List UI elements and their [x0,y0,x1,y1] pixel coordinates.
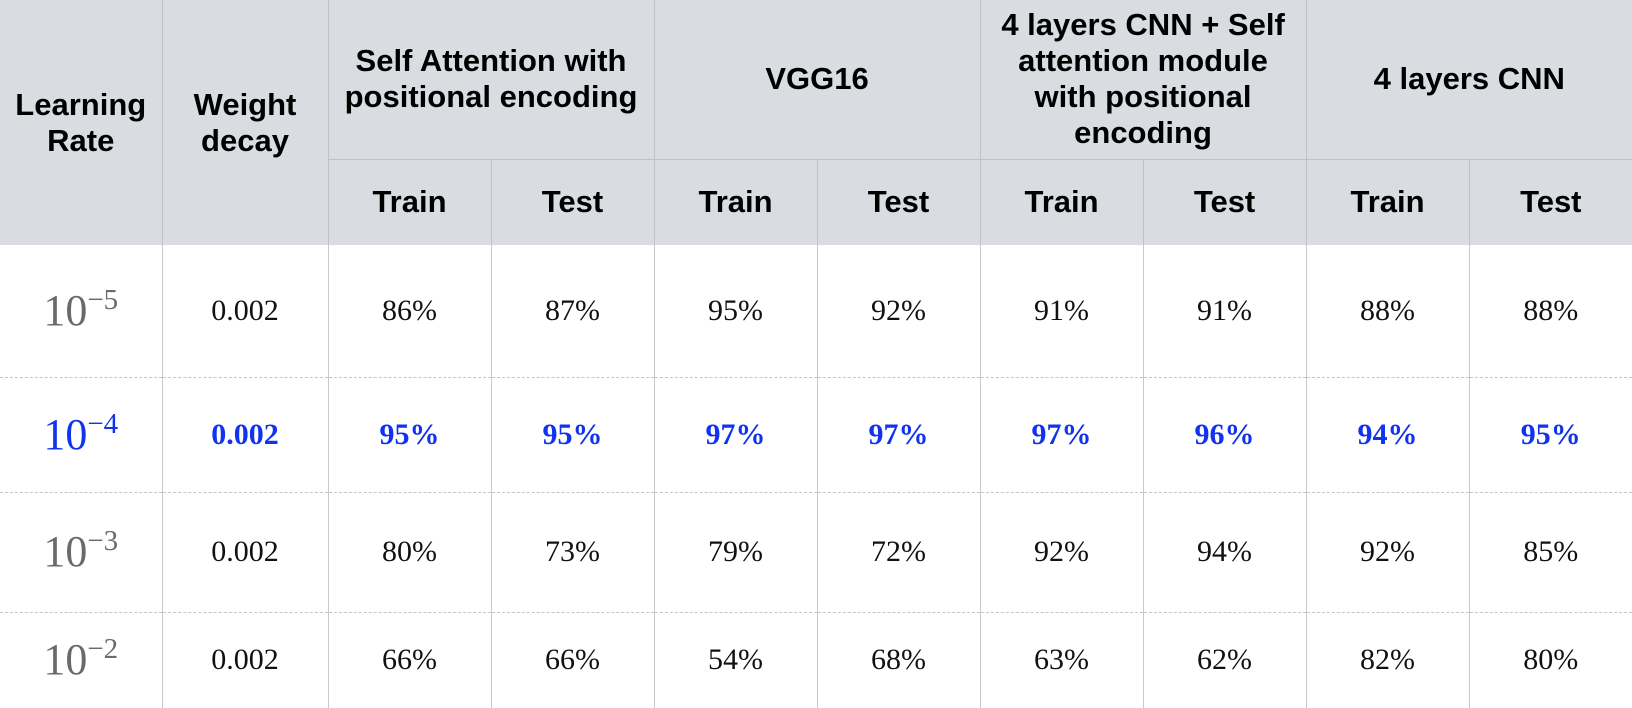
train-accuracy-cell: 95% [654,245,818,378]
table-header: Learning Rate Weight decay Self Attentio… [0,0,1632,245]
test-accuracy-cell: 66% [491,612,655,708]
test-accuracy-cell: 87% [491,245,655,378]
learning-rate-base: 10 [43,635,88,685]
learning-rate-cell: 10−2 [0,612,163,708]
learning-rate-exponent: −4 [87,407,119,440]
test-accuracy-cell: 92% [817,245,981,378]
train-accuracy-cell: 92% [980,492,1144,613]
model-header-self-attention: Self Attention with positional encoding [328,0,655,160]
test-accuracy-cell: 72% [817,492,981,613]
test-accuracy-cell: 95% [491,377,655,493]
table-row: 10−2 0.002 66% 66% 54% 68% 63% 62% 82% 80% [0,612,1632,708]
test-accuracy-cell: 73% [491,492,655,613]
learning-rate-exponent: −3 [87,525,119,558]
train-accuracy-cell: 92% [1306,492,1470,613]
split-header-train: Train [654,159,818,245]
split-header-train: Train [328,159,492,245]
test-accuracy-cell: 94% [1143,492,1307,613]
train-accuracy-cell: 97% [980,377,1144,493]
learning-rate-cell: 10−3 [0,492,163,613]
model-header-cnn: 4 layers CNN [1306,0,1632,160]
weight-decay-cell: 0.002 [162,377,329,493]
train-accuracy-cell: 79% [654,492,818,613]
split-header-test: Test [1469,159,1632,245]
train-accuracy-cell: 82% [1306,612,1470,708]
learning-rate-base: 10 [43,285,88,335]
learning-rate-exponent: −5 [87,283,119,316]
test-accuracy-cell: 91% [1143,245,1307,378]
model-header-vgg16: VGG16 [654,0,981,160]
header-row-models: Learning Rate Weight decay Self Attentio… [0,0,1632,245]
split-header-test: Test [491,159,655,245]
test-accuracy-cell: 88% [1469,245,1632,378]
learning-rate-cell: 10−4 [0,377,163,493]
test-accuracy-cell: 62% [1143,612,1307,708]
test-accuracy-cell: 68% [817,612,981,708]
test-accuracy-cell: 85% [1469,492,1632,613]
split-header-test: Test [817,159,981,245]
train-accuracy-cell: 66% [328,612,492,708]
test-accuracy-cell: 80% [1523,643,1579,677]
test-accuracy-cell: 97% [817,377,981,493]
learning-rate-exponent: −2 [87,633,119,666]
weight-decay-cell: 0.002 [162,492,329,613]
table-row: 10−3 0.002 80% 73% 79% 72% 92% 94% 92% 85% [0,492,1632,613]
train-accuracy-cell: 97% [654,377,818,493]
train-accuracy-cell: 80% [328,492,492,613]
train-accuracy-cell: 95% [328,377,492,493]
model-header-cnn-self-attention: 4 layers CNN + Self attention module wit… [980,0,1307,160]
learning-rate-base: 10 [43,409,88,459]
weight-decay-cell: 0.002 [162,245,329,378]
split-header-train: Train [980,159,1144,245]
train-accuracy-cell: 54% [654,612,818,708]
weight-decay-cell: 0.002 [162,612,329,708]
header-row-splits: Train Test Train Test Train Test Train T… [0,159,1632,245]
train-accuracy-cell: 91% [980,245,1144,378]
learning-rate-header: Learning Rate [0,0,163,245]
test-accuracy-cell: 96% [1143,377,1307,493]
split-header-test: Test [1143,159,1307,245]
test-accuracy-cell: 95% [1469,377,1632,493]
weight-decay-header: Weight decay [162,0,329,245]
learning-rate-cell: 10−5 [0,245,163,378]
learning-rate-base: 10 [43,527,88,576]
table-row: 10−5 0.002 86% 87% 95% 92% 91% 91% 88% 88% [0,245,1632,378]
table-row: 10−4 0.002 95% 95% 97% 97% 97% 96% 94% 95% [0,377,1632,493]
train-accuracy-cell: 94% [1306,377,1470,493]
train-accuracy-cell: 86% [328,245,492,378]
split-header-train: Train [1306,159,1470,245]
table-body: 10−5 0.002 86% 87% 95% 92% 91% 91% 88% 88% 10−4 0.0… [0,245,1632,708]
train-accuracy-cell: 63% [980,612,1144,708]
train-accuracy-cell: 88% [1306,245,1470,378]
